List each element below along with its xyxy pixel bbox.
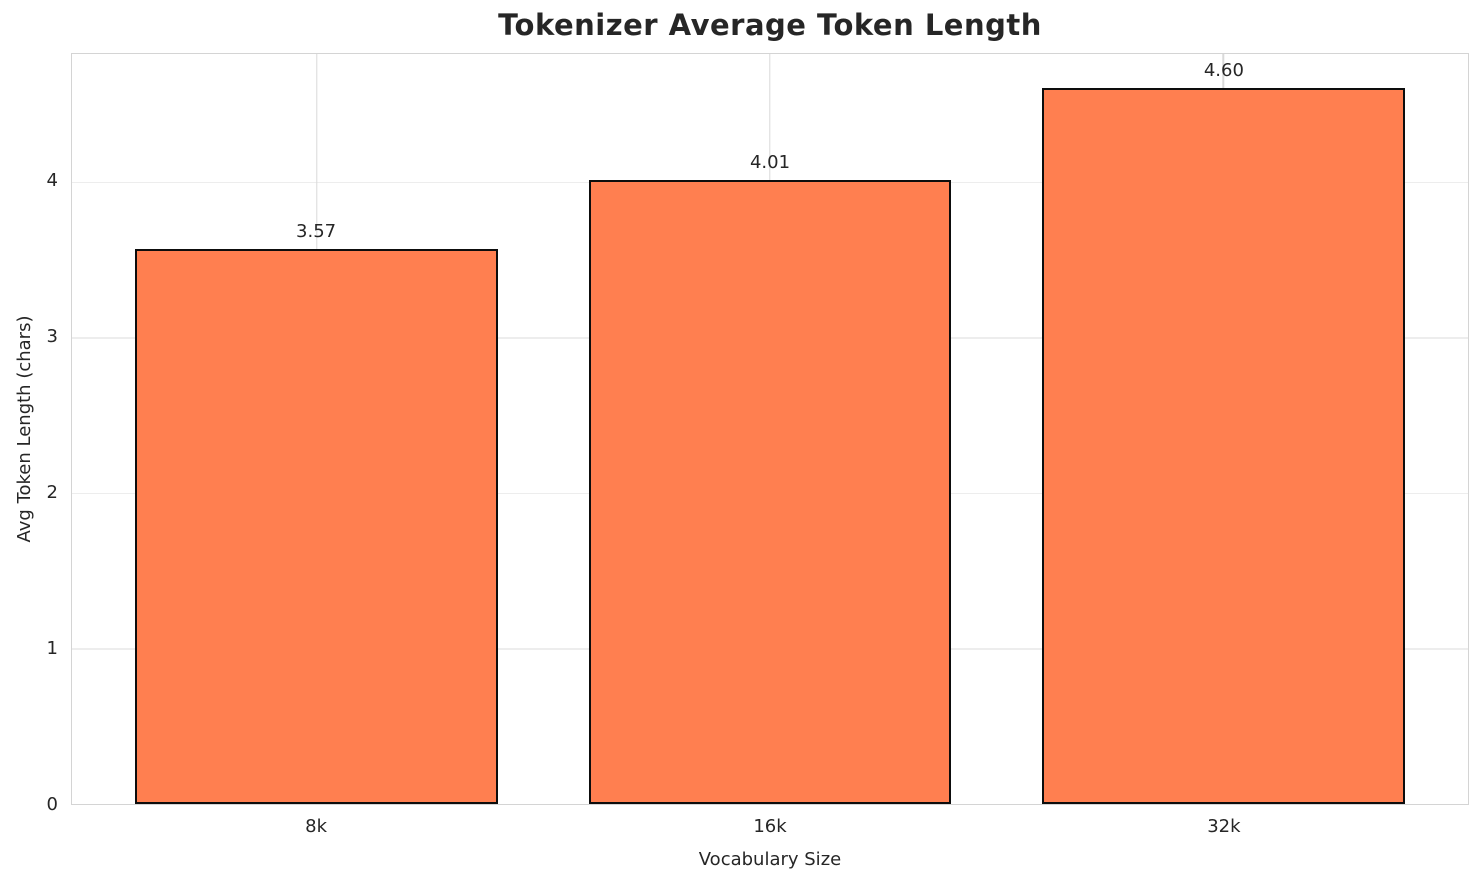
bar-8k[interactable] [135, 248, 499, 804]
bar-value-label: 4.01 [749, 152, 791, 174]
bar-16k[interactable] [588, 180, 952, 804]
bar-32k[interactable] [1041, 88, 1405, 804]
y-tick-label: 3 [46, 325, 58, 347]
x-axis-label: Vocabulary Size [698, 849, 842, 870]
chart-title: Tokenizer Average Token Length [498, 8, 1042, 42]
x-tick-label: 16k [753, 816, 787, 837]
y-tick-label: 1 [46, 637, 58, 659]
plot-area [71, 53, 1469, 805]
y-tick-label: 2 [46, 481, 58, 503]
bar-value-label: 4.60 [1203, 60, 1244, 82]
x-tick-label: 8k [305, 816, 328, 837]
bar-value-label: 3.57 [296, 221, 337, 243]
y-tick-label: 0 [46, 794, 58, 815]
x-tick-label: 32k [1207, 816, 1241, 837]
y-axis-label: Avg Token Length (chars) [14, 315, 35, 543]
y-tick-label: 4 [46, 169, 58, 191]
